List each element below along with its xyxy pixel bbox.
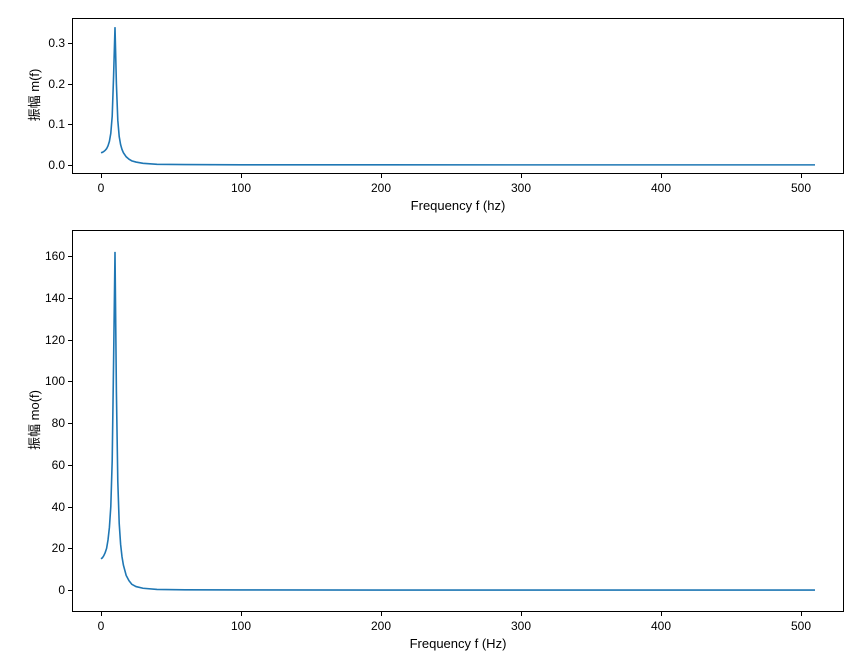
- ytick-mark: [68, 43, 73, 44]
- ytick-label: 80: [52, 416, 65, 430]
- xlabel-top: Frequency f (hz): [411, 198, 506, 213]
- xtick-label: 100: [231, 619, 251, 633]
- line-svg-top: [73, 19, 843, 173]
- ytick-mark: [68, 465, 73, 466]
- ytick-label: 40: [52, 500, 65, 514]
- ytick-mark: [68, 590, 73, 591]
- xtick-mark: [521, 611, 522, 616]
- xtick-label: 500: [791, 619, 811, 633]
- ytick-mark: [68, 507, 73, 508]
- ytick-label: 0.0: [48, 158, 65, 172]
- xtick-label: 400: [651, 181, 671, 195]
- xlabel-bottom: Frequency f (Hz): [410, 636, 507, 651]
- xtick-label: 300: [511, 181, 531, 195]
- xtick-label: 0: [98, 181, 105, 195]
- ytick-label: 140: [45, 291, 65, 305]
- xtick-mark: [241, 611, 242, 616]
- ytick-label: 60: [52, 458, 65, 472]
- xtick-mark: [101, 611, 102, 616]
- ytick-mark: [68, 124, 73, 125]
- figure-container: 01002003004005000.00.10.20.3 Frequency f…: [0, 0, 861, 662]
- plot-area-top: 01002003004005000.00.10.20.3: [72, 18, 844, 174]
- xtick-mark: [381, 611, 382, 616]
- ytick-mark: [68, 256, 73, 257]
- xtick-label: 300: [511, 619, 531, 633]
- line-svg-bottom: [73, 231, 843, 611]
- xtick-label: 200: [371, 181, 391, 195]
- ytick-label: 120: [45, 333, 65, 347]
- ytick-label: 0.2: [48, 77, 65, 91]
- ytick-label: 0.1: [48, 117, 65, 131]
- ytick-mark: [68, 340, 73, 341]
- xtick-mark: [521, 173, 522, 178]
- xtick-mark: [381, 173, 382, 178]
- spectrum-line: [101, 252, 815, 590]
- ytick-mark: [68, 298, 73, 299]
- xtick-mark: [661, 611, 662, 616]
- ytick-mark: [68, 84, 73, 85]
- subplot-bottom: 0100200300400500020406080100120140160 Fr…: [72, 230, 844, 612]
- ylabel-top: 振幅 m(f): [24, 69, 43, 122]
- ytick-mark: [68, 423, 73, 424]
- ytick-mark: [68, 381, 73, 382]
- xtick-mark: [661, 173, 662, 178]
- xtick-label: 500: [791, 181, 811, 195]
- xtick-mark: [801, 173, 802, 178]
- spectrum-line: [101, 27, 815, 165]
- xtick-mark: [241, 173, 242, 178]
- ytick-mark: [68, 165, 73, 166]
- subplot-top: 01002003004005000.00.10.20.3 Frequency f…: [72, 18, 844, 174]
- xtick-mark: [101, 173, 102, 178]
- xtick-label: 400: [651, 619, 671, 633]
- xtick-label: 100: [231, 181, 251, 195]
- ytick-label: 20: [52, 541, 65, 555]
- xtick-label: 200: [371, 619, 391, 633]
- ytick-label: 0: [58, 583, 65, 597]
- ytick-label: 0.3: [48, 36, 65, 50]
- xtick-label: 0: [98, 619, 105, 633]
- ytick-label: 100: [45, 374, 65, 388]
- plot-area-bottom: 0100200300400500020406080100120140160: [72, 230, 844, 612]
- ytick-label: 160: [45, 249, 65, 263]
- ylabel-bottom: 振幅 mo(f): [24, 390, 43, 450]
- ytick-mark: [68, 548, 73, 549]
- xtick-mark: [801, 611, 802, 616]
